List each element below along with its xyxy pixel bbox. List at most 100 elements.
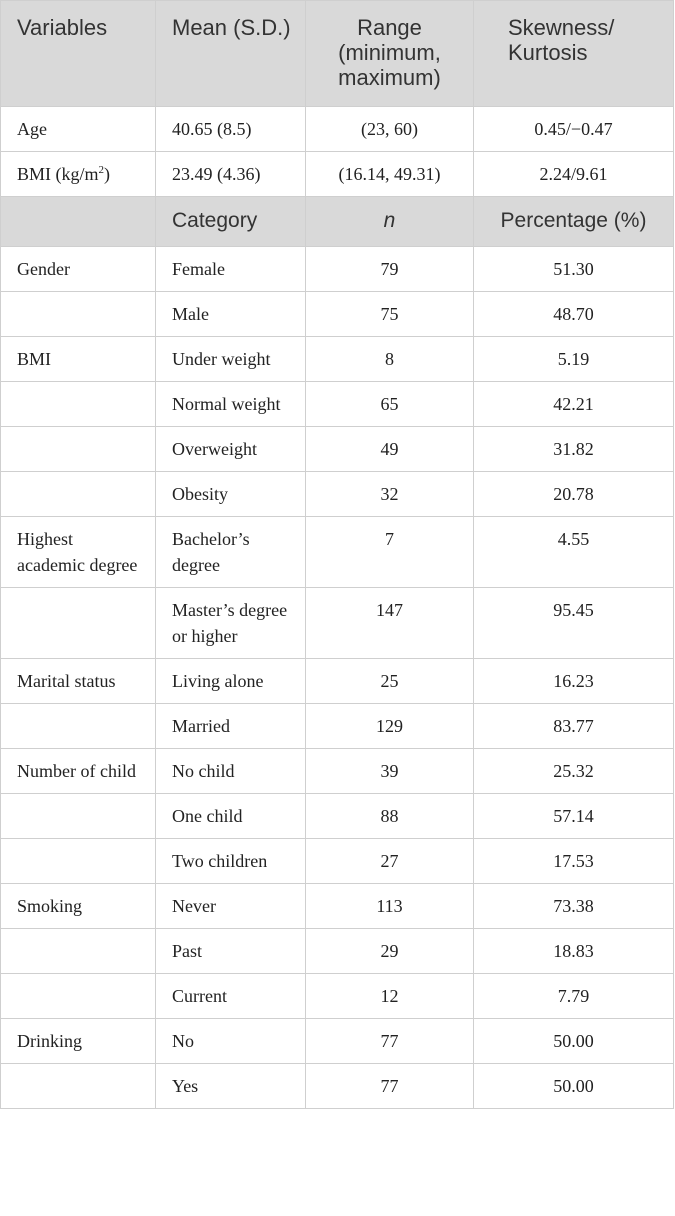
cell-n: 77	[305, 1018, 474, 1064]
cell-variable	[0, 426, 156, 472]
header-variables: Variables	[0, 0, 156, 107]
cell-percentage: 83.77	[473, 703, 674, 749]
cell-variable: Age	[0, 106, 156, 152]
cell-category: Bachelor’s degree	[155, 516, 306, 588]
table-row: Current 12 7.79	[0, 973, 674, 1019]
cell-mean: 40.65 (8.5)	[155, 106, 306, 152]
cell-category: Overweight	[155, 426, 306, 472]
table-row: Gender Female 79 51.30	[0, 246, 674, 292]
cell-n: 27	[305, 838, 474, 884]
cell-range: (16.14, 49.31)	[305, 151, 474, 197]
cell-percentage: 18.83	[473, 928, 674, 974]
categorical-rows: Gender Female 79 51.30 Male 75 48.70 BMI Under w…	[0, 246, 674, 1109]
table-row: Married 129 83.77	[0, 703, 674, 749]
cell-percentage: 16.23	[473, 658, 674, 704]
table-row: Drinking No 77 50.00	[0, 1018, 674, 1064]
cell-variable: Marital status	[0, 658, 156, 704]
cell-percentage: 4.55	[473, 516, 674, 588]
cell-n: 8	[305, 336, 474, 382]
cell-variable: Number of child	[0, 748, 156, 794]
cell-percentage: 50.00	[473, 1018, 674, 1064]
cell-category: One child	[155, 793, 306, 839]
table-row: One child 88 57.14	[0, 793, 674, 839]
cell-n: 39	[305, 748, 474, 794]
cell-percentage: 7.79	[473, 973, 674, 1019]
cell-n: 29	[305, 928, 474, 974]
cell-variable	[0, 471, 156, 517]
table-row: Number of child No child 39 25.32	[0, 748, 674, 794]
cell-skewness: 2.24/9.61	[473, 151, 674, 197]
subheader-category: Category	[155, 196, 306, 247]
cell-n: 75	[305, 291, 474, 337]
cell-range: (23, 60)	[305, 106, 474, 152]
cell-variable	[0, 973, 156, 1019]
cell-variable	[0, 838, 156, 884]
cell-variable	[0, 291, 156, 337]
cell-skewness: 0.45/−0.47	[473, 106, 674, 152]
table-row: Overweight 49 31.82	[0, 426, 674, 472]
cell-category: Master’s degree or higher	[155, 587, 306, 659]
header-skewness-kurtosis: Skewness/ Kurtosis	[473, 0, 674, 107]
table-row: Obesity 32 20.78	[0, 471, 674, 517]
cell-category: Female	[155, 246, 306, 292]
table-row: Age 40.65 (8.5) (23, 60) 0.45/−0.47	[0, 106, 674, 152]
cell-percentage: 42.21	[473, 381, 674, 427]
cell-n: 49	[305, 426, 474, 472]
cell-variable: Smoking	[0, 883, 156, 929]
table-row: Highest academic degree Bachelor’s degree…	[0, 516, 674, 588]
cell-n: 77	[305, 1063, 474, 1109]
demographics-table: Variables Mean (S.D.) Range (minimum, ma…	[0, 0, 674, 1109]
table-row: Normal weight 65 42.21	[0, 381, 674, 427]
cell-percentage: 57.14	[473, 793, 674, 839]
table-row: BMI Under weight 8 5.19	[0, 336, 674, 382]
subheader-n: n	[305, 196, 474, 247]
cell-percentage: 48.70	[473, 291, 674, 337]
cell-n: 113	[305, 883, 474, 929]
cell-variable	[0, 928, 156, 974]
header-mean: Mean (S.D.)	[155, 0, 306, 107]
cell-category: Obesity	[155, 471, 306, 517]
cell-variable: BMI (kg/m2)	[0, 151, 156, 197]
cell-category: No	[155, 1018, 306, 1064]
cell-percentage: 20.78	[473, 471, 674, 517]
cell-n: 7	[305, 516, 474, 588]
cell-n: 12	[305, 973, 474, 1019]
cell-category: Current	[155, 973, 306, 1019]
cell-percentage: 73.38	[473, 883, 674, 929]
table-subheader-row: Category n Percentage (%)	[0, 196, 674, 247]
cell-variable: Drinking	[0, 1018, 156, 1064]
cell-variable: BMI	[0, 336, 156, 382]
table-row: BMI (kg/m2) 23.49 (4.36) (16.14, 49.31) …	[0, 151, 674, 197]
cell-variable	[0, 381, 156, 427]
table-row: Male 75 48.70	[0, 291, 674, 337]
table-row: Marital status Living alone 25 16.23	[0, 658, 674, 704]
cell-n: 88	[305, 793, 474, 839]
table-row: Past 29 18.83	[0, 928, 674, 974]
cell-category: Under weight	[155, 336, 306, 382]
cell-category: Past	[155, 928, 306, 974]
table-row: Two children 27 17.53	[0, 838, 674, 884]
cell-variable	[0, 1063, 156, 1109]
subheader-empty	[0, 196, 156, 247]
cell-percentage: 5.19	[473, 336, 674, 382]
header-range: Range (minimum, maximum)	[305, 0, 474, 107]
cell-variable	[0, 587, 156, 659]
cell-n: 129	[305, 703, 474, 749]
cell-variable-text: BMI (kg/m	[17, 164, 99, 184]
cell-percentage: 50.00	[473, 1063, 674, 1109]
cell-mean: 23.49 (4.36)	[155, 151, 306, 197]
cell-percentage: 17.53	[473, 838, 674, 884]
cell-category: Male	[155, 291, 306, 337]
table-row: Master’s degree or higher 147 95.45	[0, 587, 674, 659]
cell-n: 147	[305, 587, 474, 659]
subheader-percentage: Percentage (%)	[473, 196, 674, 247]
cell-category: Married	[155, 703, 306, 749]
cell-category: Two children	[155, 838, 306, 884]
table-header-row: Variables Mean (S.D.) Range (minimum, ma…	[0, 0, 674, 107]
cell-n: 32	[305, 471, 474, 517]
table-row: Smoking Never 113 73.38	[0, 883, 674, 929]
cell-category: Yes	[155, 1063, 306, 1109]
cell-percentage: 31.82	[473, 426, 674, 472]
table-row: Yes 77 50.00	[0, 1063, 674, 1109]
cell-category: Living alone	[155, 658, 306, 704]
